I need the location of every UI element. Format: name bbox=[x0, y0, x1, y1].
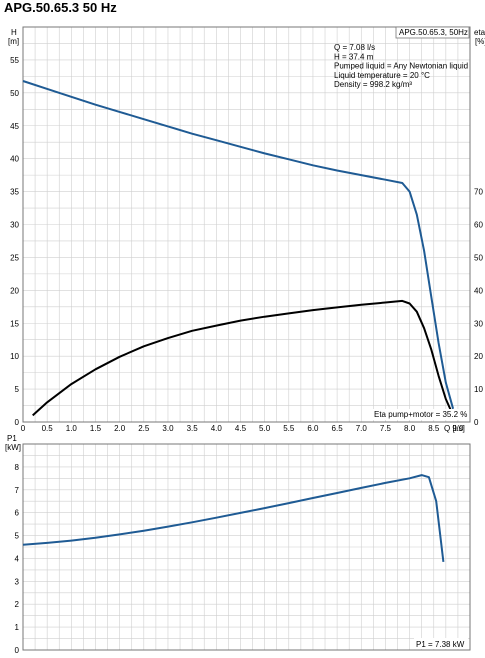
plot-frame-head bbox=[22, 26, 471, 423]
tick-label-y-head: 35 bbox=[10, 188, 19, 197]
tick-label-x: 5.5 bbox=[283, 424, 295, 433]
tick-label-x: 1.5 bbox=[90, 424, 102, 433]
tick-label-y-eta: 60 bbox=[474, 221, 483, 230]
tick-label-x: 9.0 bbox=[452, 424, 464, 433]
grid-lines bbox=[22, 26, 471, 651]
tick-label-x: 2.5 bbox=[138, 424, 150, 433]
tick-label-x: 3.0 bbox=[162, 424, 174, 433]
tick-label-x: 6.0 bbox=[307, 424, 319, 433]
tick-label-y-power: 8 bbox=[15, 463, 20, 472]
tick-label-y-eta: 70 bbox=[474, 188, 483, 197]
tick-label-y-head: 10 bbox=[10, 352, 19, 361]
tick-label-y-head: 25 bbox=[10, 253, 19, 262]
power-curve bbox=[22, 474, 445, 563]
info-line: Liquid temperature = 20 °C bbox=[334, 71, 430, 80]
tick-label-x: 7.0 bbox=[356, 424, 368, 433]
y-axis-unit-eta: [%] bbox=[475, 37, 485, 46]
tick-label-y-head: 20 bbox=[10, 286, 19, 295]
page-title: APG.50.65.3 50 Hz bbox=[4, 0, 117, 15]
tick-label-x: 5.0 bbox=[259, 424, 271, 433]
annotation-power: P1 = 7.38 kW bbox=[416, 640, 465, 649]
tick-label-y-head: 40 bbox=[10, 155, 19, 164]
tick-label-x: 8.0 bbox=[404, 424, 416, 433]
annotation-eta: Eta pump+motor = 35.2 % bbox=[374, 410, 467, 419]
tick-label-y-head: 15 bbox=[10, 319, 19, 328]
tick-label-x: 0 bbox=[21, 424, 26, 433]
tick-label-y-head: 45 bbox=[10, 122, 19, 131]
tick-label-y-eta: 40 bbox=[474, 286, 483, 295]
y-axis-unit-power: [kW] bbox=[5, 443, 21, 452]
tick-label-x: 8.5 bbox=[428, 424, 440, 433]
tick-label-x: 1.0 bbox=[66, 424, 78, 433]
annotation-bg-eta bbox=[372, 409, 468, 420]
info-line: Pumped liquid = Any Newtonian liquid bbox=[334, 62, 468, 71]
tick-label-y-power: 7 bbox=[15, 486, 20, 495]
tick-label-y-power: 6 bbox=[15, 509, 20, 518]
info-line: Q = 7.08 l/s bbox=[334, 43, 375, 52]
y-axis-label-power: P1 bbox=[7, 434, 17, 443]
tick-label-x: 7.5 bbox=[380, 424, 392, 433]
tick-label-x: 3.5 bbox=[187, 424, 199, 433]
tick-label-y-power: 5 bbox=[15, 532, 20, 541]
info-line: Density = 998.2 kg/m³ bbox=[334, 80, 412, 89]
tick-label-y-power: 3 bbox=[15, 577, 20, 586]
tick-label-y-power: 1 bbox=[15, 623, 20, 632]
plot-frame-power bbox=[22, 443, 471, 651]
tick-label-y-eta: 10 bbox=[474, 385, 483, 394]
tick-label-y-power: 2 bbox=[15, 600, 20, 609]
tick-label-y-eta: 20 bbox=[474, 352, 483, 361]
tick-label-y-eta: 30 bbox=[474, 319, 483, 328]
tick-label-y-power: 0 bbox=[15, 646, 20, 655]
tick-label-y-head: 55 bbox=[10, 56, 19, 65]
y-axis-label-head: H bbox=[11, 28, 17, 37]
y-axis-label-eta: eta bbox=[474, 28, 485, 37]
legend-title-box bbox=[395, 26, 470, 39]
efficiency-curve bbox=[32, 299, 455, 417]
tick-label-x: 4.0 bbox=[211, 424, 223, 433]
head-curve bbox=[22, 80, 455, 410]
tick-label-x: 0.5 bbox=[42, 424, 54, 433]
tick-label-x: 2.0 bbox=[114, 424, 126, 433]
tick-label-y-eta: 50 bbox=[474, 253, 483, 262]
tick-label-y-eta: 0 bbox=[474, 418, 479, 427]
y-axis-unit-head: [m] bbox=[8, 37, 19, 46]
annotation-bg-power bbox=[414, 638, 468, 649]
legend-title: APG.50.65.3, 50Hz bbox=[399, 28, 468, 37]
tick-label-y-power: 4 bbox=[15, 554, 20, 563]
tick-label-y-head: 0 bbox=[15, 418, 20, 427]
tick-label-x: 6.5 bbox=[332, 424, 344, 433]
x-axis-label: Q [l/s] bbox=[444, 424, 465, 433]
tick-label-x: 4.5 bbox=[235, 424, 247, 433]
tick-label-y-head: 5 bbox=[15, 385, 20, 394]
tick-label-y-head: 50 bbox=[10, 89, 19, 98]
info-line: H = 37.4 m bbox=[334, 52, 374, 61]
tick-label-y-head: 30 bbox=[10, 221, 19, 230]
